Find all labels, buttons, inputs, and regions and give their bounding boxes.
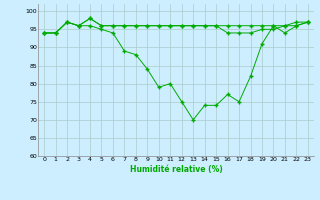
X-axis label: Humidité relative (%): Humidité relative (%) bbox=[130, 165, 222, 174]
